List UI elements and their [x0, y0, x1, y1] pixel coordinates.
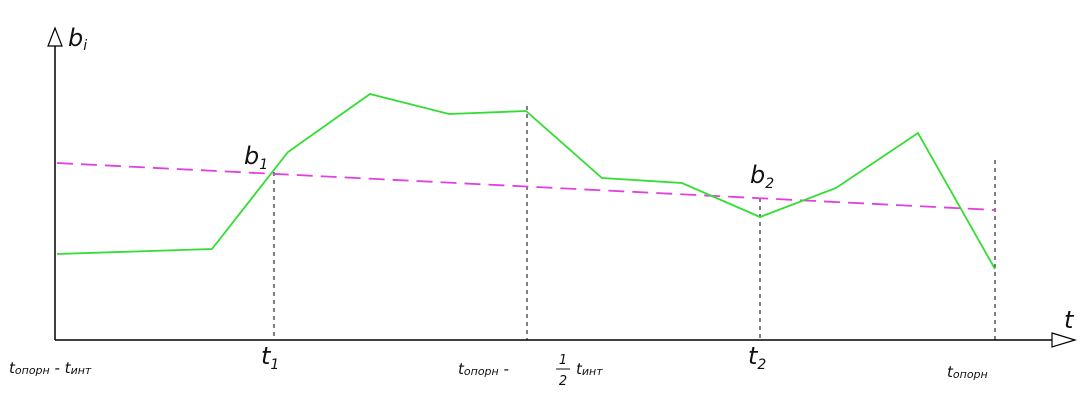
signal-line — [56, 93, 996, 270]
fraction-numerator: 1 — [559, 353, 567, 368]
x-axis-arrowhead — [1051, 332, 1078, 348]
tick-label-end: tопорн — [947, 363, 988, 381]
fraction-denominator: 2 — [559, 374, 567, 389]
svg-text:tопорн -: tопорн - — [458, 360, 509, 378]
y-axis-arrowhead — [47, 26, 63, 47]
x-axis-label: t — [1064, 306, 1075, 334]
tick-label-start: tопорн - tинт — [9, 359, 92, 377]
y-axis-label: bi — [68, 24, 87, 54]
tick-label-mid: tопорн - 1 2 tинт — [458, 353, 603, 389]
tick-label-t2: t2 — [748, 342, 766, 373]
tick-label-t1: t1 — [261, 342, 279, 373]
trend-line — [56, 162, 996, 211]
svg-text:tинт: tинт — [576, 360, 603, 378]
point-label-b2: b2 — [750, 161, 774, 192]
point-label-b1: b1 — [244, 142, 268, 173]
